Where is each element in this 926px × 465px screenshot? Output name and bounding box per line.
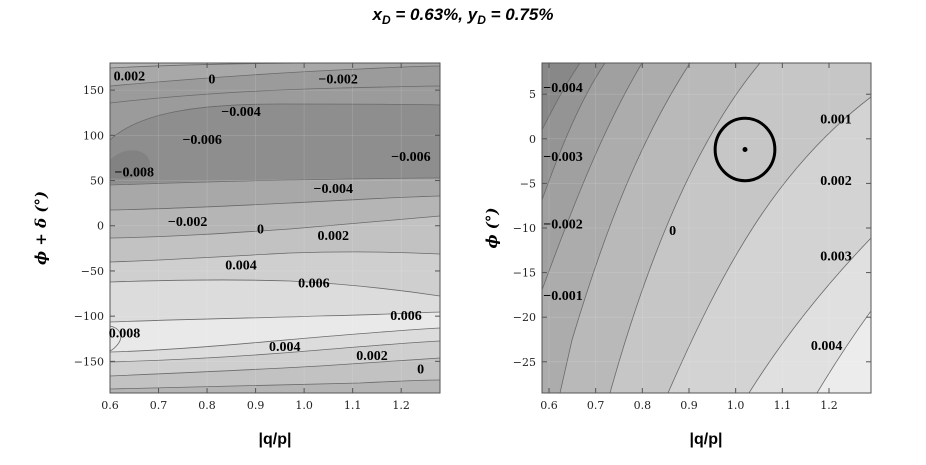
left-contour-label: −0.006	[391, 150, 430, 165]
left-contour-label: −0.006	[182, 133, 221, 148]
left-x-tick-label: 0.9	[247, 399, 265, 412]
right-tick-marks	[542, 63, 871, 393]
right-x-tick-label: 1.2	[820, 399, 838, 412]
right-y-tick-label: −25	[513, 356, 536, 369]
right-contour-label: −0.001	[543, 289, 582, 304]
left-y-axis-label: ϕ + δ (°)	[32, 191, 50, 265]
left-contour-label: 0.002	[114, 70, 146, 85]
left-contour-fills	[110, 63, 440, 393]
left-x-tick-label: 1.2	[392, 399, 410, 412]
left-gridlines	[110, 63, 440, 393]
left-x-tick-label: 1.0	[295, 399, 313, 412]
left-contour-label: 0.002	[317, 229, 349, 244]
left-contour-label: 0	[417, 363, 424, 378]
right-x-tick-label: 0.9	[680, 399, 698, 412]
left-contour-label: −0.002	[168, 215, 207, 230]
left-x-tick-label: 0.6	[101, 399, 119, 412]
right-contour-label: −0.002	[543, 218, 582, 233]
right-contour-label: 0	[669, 224, 676, 239]
left-x-tick-label: 0.8	[198, 399, 216, 412]
figure-title: xD = 0.63%, yD = 0.75%	[372, 5, 554, 27]
right-contour-label: 0.001	[820, 112, 852, 127]
right-y-tick-label: −20	[513, 311, 536, 324]
right-x-tick-label: 0.6	[540, 399, 558, 412]
right-contour-label: 0.003	[820, 250, 852, 265]
right-y-tick-label: −15	[513, 267, 536, 280]
left-tick-marks	[109, 63, 440, 393]
left-contour-label: 0	[208, 72, 215, 87]
confidence-ellipse	[713, 116, 777, 183]
left-y-tick-label: 150	[83, 84, 104, 97]
left-x-tick-label: 0.7	[150, 399, 168, 412]
left-x-axis-label: |q/p|	[259, 431, 292, 448]
right-contour-labels: −0.004 −0.003 −0.002 −0.001 0 0.001 0.002 0.003…	[543, 81, 851, 354]
left-y-tick-label: 0	[97, 220, 104, 233]
left-y-tick-label: −100	[74, 310, 104, 323]
right-contour-label: −0.004	[543, 81, 582, 96]
left-region-minus-0.006	[110, 104, 440, 184]
left-contour-label: 0.004	[225, 259, 257, 274]
left-plot-frame	[109, 62, 441, 394]
left-contour-label: 0.004	[269, 340, 301, 355]
left-contour-label: 0.008	[109, 326, 141, 341]
left-y-tick-label: 100	[83, 129, 104, 142]
left-contour-label: 0.002	[356, 349, 388, 364]
right-contour-plot: 0.6 0.7 0.8 0.9 1.0 1.1 1.2 5 0 −5 −10 −15 −20 −25 −0…	[483, 62, 872, 448]
right-gridlines	[542, 63, 871, 393]
right-contour-label: −0.003	[543, 150, 582, 165]
left-region-upper-0	[110, 63, 340, 68]
left-tick-labels: 0.6 0.7 0.8 0.9 1.0 1.1 1.2 150 100 50 0 −50 −100 −15…	[74, 84, 410, 412]
left-region-minus-0.008	[110, 150, 150, 179]
right-y-tick-label: −5	[520, 177, 536, 190]
left-contour-label: −0.004	[313, 182, 352, 197]
left-contour-label: 0	[257, 222, 264, 237]
left-y-tick-label: −150	[74, 355, 104, 368]
right-best-fit-marker	[713, 116, 777, 183]
right-x-tick-label: 0.8	[634, 399, 652, 412]
right-x-tick-label: 0.7	[587, 399, 605, 412]
left-contour-label: −0.008	[115, 165, 154, 180]
right-y-axis-label: ϕ (°)	[483, 207, 501, 248]
right-tick-labels: 0.6 0.7 0.8 0.9 1.0 1.1 1.2 5 0 −5 −10 −15 −20 −25	[513, 88, 838, 412]
right-contour-label: 0.002	[820, 174, 852, 189]
right-region-minus-0.004	[542, 63, 580, 130]
left-x-tick-label: 1.1	[344, 399, 362, 412]
left-contour-label: −0.002	[318, 72, 357, 87]
left-contour-label: 0.006	[298, 277, 330, 292]
right-y-tick-label: 5	[529, 88, 536, 101]
left-contour-plot: 0.6 0.7 0.8 0.9 1.0 1.1 1.2 150 100 50 0 −50 −100 −15…	[32, 62, 441, 448]
left-y-tick-label: 50	[90, 175, 104, 188]
left-contour-label: 0.006	[390, 309, 422, 324]
right-y-tick-label: 0	[529, 133, 536, 146]
right-contour-fills	[542, 63, 871, 393]
left-contour-label: −0.004	[221, 105, 260, 120]
left-contour-lines	[110, 63, 440, 390]
right-x-tick-label: 1.1	[774, 399, 792, 412]
right-y-tick-label: −10	[513, 222, 536, 235]
best-fit-point	[742, 147, 748, 153]
right-x-axis-label: |q/p|	[690, 431, 723, 448]
left-contour-labels: 0.002 0 −0.002−0.004−0.006−0.006−0.008−0.0…	[109, 70, 431, 378]
right-x-tick-label: 1.0	[727, 399, 745, 412]
right-contour-label: 0.004	[811, 339, 843, 354]
left-y-tick-label: −50	[81, 265, 104, 278]
right-contour-lines	[542, 63, 871, 393]
